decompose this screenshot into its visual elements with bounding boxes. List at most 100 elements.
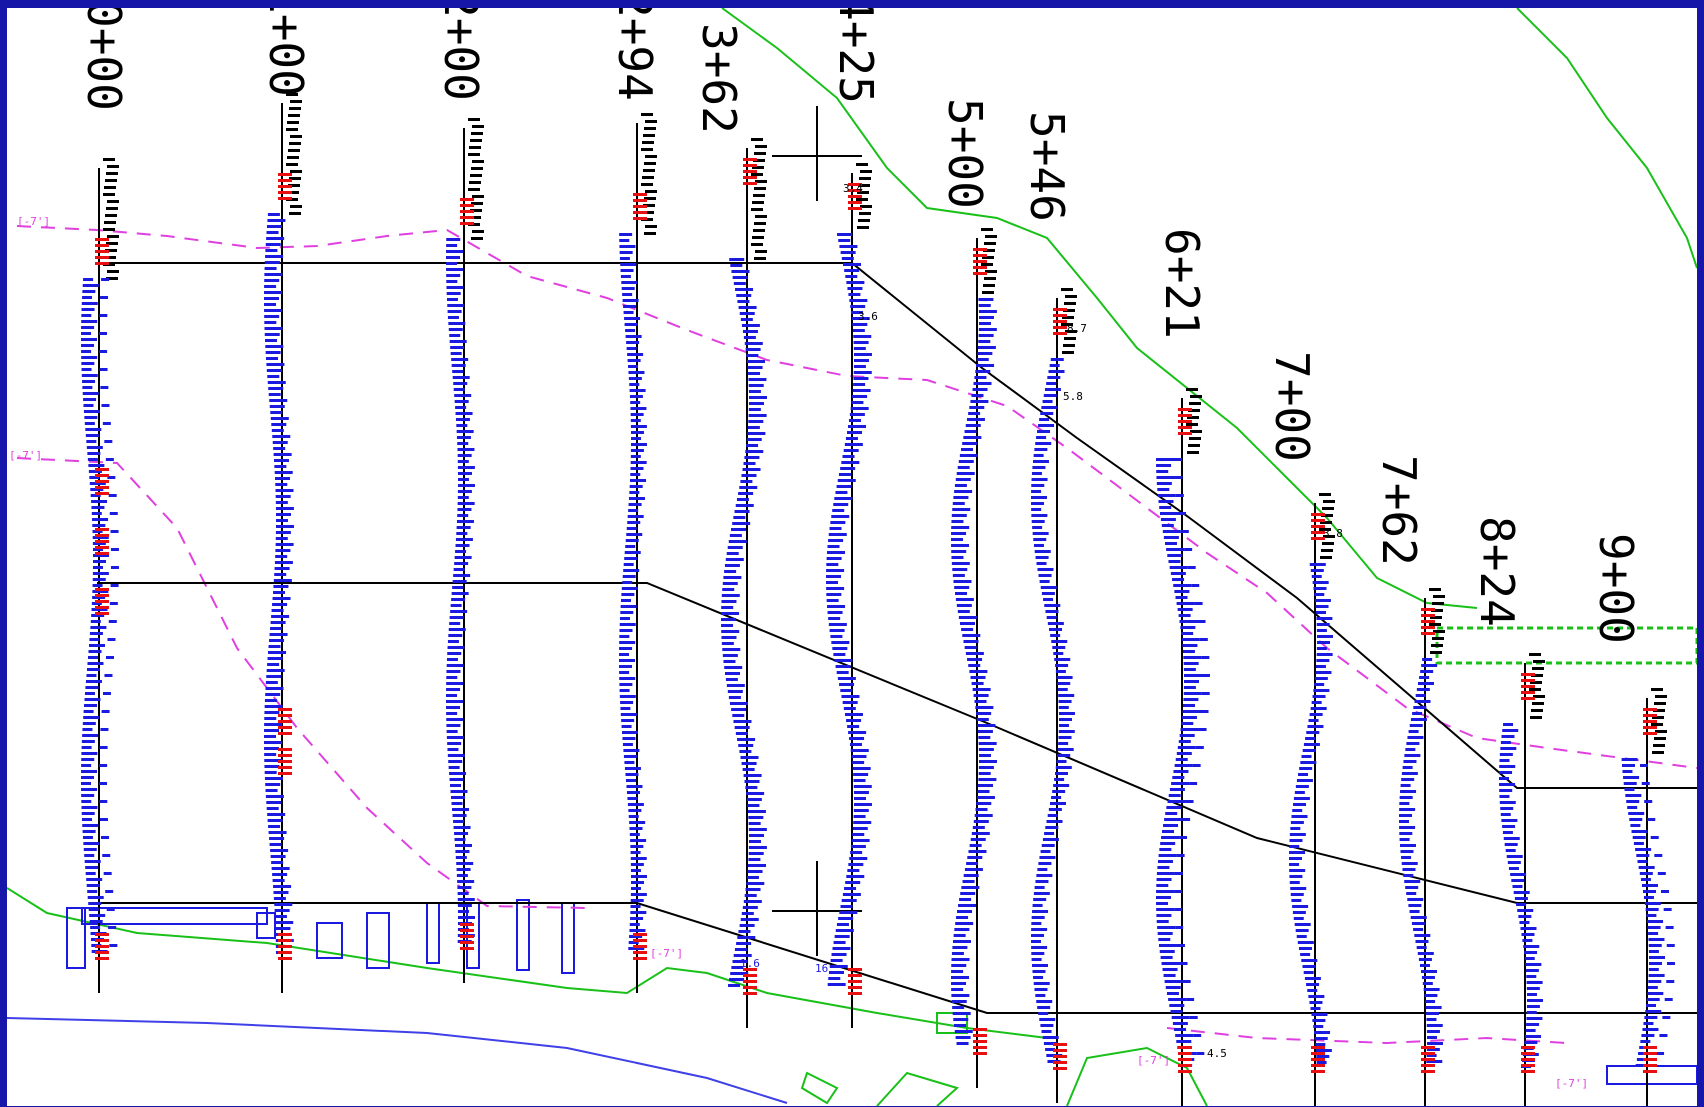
sounding-mark bbox=[1036, 436, 1047, 439]
sounding-mark bbox=[105, 458, 114, 461]
station-label: 8+24 bbox=[1470, 516, 1524, 627]
sounding-mark bbox=[1532, 702, 1544, 705]
flagged-sounding bbox=[848, 968, 862, 971]
sounding-mark bbox=[1057, 754, 1071, 757]
sounding-mark bbox=[1034, 448, 1048, 451]
structure bbox=[1606, 1065, 1697, 1085]
sounding-mark bbox=[1433, 630, 1445, 633]
sounding-mark bbox=[90, 926, 101, 929]
sounding-mark bbox=[630, 857, 647, 860]
sounding-mark bbox=[630, 905, 641, 908]
sounding-mark bbox=[1177, 608, 1193, 611]
sounding-mark bbox=[968, 664, 981, 667]
sounding-mark bbox=[86, 878, 103, 881]
sounding-mark bbox=[724, 666, 743, 669]
flagged-sounding bbox=[1643, 1070, 1657, 1073]
sounding-mark bbox=[1181, 716, 1197, 719]
sounding-mark bbox=[1301, 755, 1312, 758]
sounding-mark bbox=[105, 890, 114, 893]
sounding-mark bbox=[747, 360, 766, 363]
sounding-mark bbox=[847, 869, 860, 872]
sounding-mark bbox=[264, 291, 283, 294]
sounding-mark bbox=[446, 688, 461, 691]
sounding-mark bbox=[746, 354, 759, 357]
sounding-mark bbox=[978, 760, 997, 763]
sounding-mark bbox=[1655, 695, 1667, 698]
sounding-mark bbox=[741, 474, 757, 477]
flagged-sounding bbox=[95, 540, 109, 543]
sounding-mark bbox=[266, 231, 279, 234]
sounding-mark bbox=[1405, 886, 1419, 889]
flagged-sounding bbox=[460, 216, 474, 219]
depth-contour bbox=[16, 457, 588, 909]
sounding-mark bbox=[451, 802, 463, 805]
sounding-mark bbox=[619, 659, 636, 662]
flagged-sounding bbox=[95, 480, 109, 483]
sounding-mark bbox=[87, 896, 104, 899]
sounding-mark bbox=[1516, 903, 1527, 906]
sounding-mark bbox=[1183, 668, 1196, 671]
sounding-mark bbox=[836, 485, 852, 488]
flagged-sounding bbox=[1521, 1070, 1535, 1073]
sounding-mark bbox=[619, 629, 633, 632]
sounding-mark bbox=[1190, 395, 1202, 398]
sounding-mark bbox=[1065, 295, 1077, 298]
sounding-mark bbox=[88, 656, 99, 659]
dock-outline bbox=[81, 907, 268, 925]
sounding-mark bbox=[1058, 730, 1075, 733]
flagged-sounding bbox=[278, 748, 292, 751]
sounding-mark bbox=[1399, 820, 1410, 823]
sounding-mark bbox=[977, 730, 993, 733]
sounding-mark bbox=[746, 438, 762, 441]
sounding-mark bbox=[642, 211, 654, 214]
sounding-mark bbox=[846, 281, 865, 284]
sounding-mark bbox=[1172, 776, 1185, 779]
sounding-mark bbox=[87, 458, 98, 461]
sounding-mark bbox=[1178, 740, 1191, 743]
sounding-mark bbox=[971, 394, 984, 397]
sounding-mark bbox=[1302, 749, 1316, 752]
depth-contour-layer bbox=[16, 225, 1697, 1045]
flagged-sounding bbox=[633, 217, 647, 220]
sounding-mark bbox=[81, 800, 92, 803]
sounding-mark bbox=[958, 460, 974, 463]
sounding-mark bbox=[1170, 572, 1186, 575]
sounding-mark bbox=[1169, 1004, 1185, 1007]
sounding-mark bbox=[621, 593, 635, 596]
sounding-mark bbox=[446, 280, 458, 283]
sounding-mark bbox=[101, 710, 110, 713]
sounding-mark bbox=[730, 264, 743, 267]
sounding-mark bbox=[471, 132, 483, 135]
sounding-mark bbox=[1189, 437, 1201, 440]
sounding-mark bbox=[744, 780, 760, 783]
sounding-mark bbox=[81, 356, 98, 359]
sounding-mark bbox=[954, 1030, 973, 1033]
sounding-mark bbox=[1499, 801, 1516, 804]
sounding-mark bbox=[852, 833, 865, 836]
sounding-mark bbox=[1526, 975, 1537, 978]
sounding-mark bbox=[853, 353, 872, 356]
flagged-sounding bbox=[95, 474, 109, 477]
sounding-mark bbox=[976, 796, 995, 799]
sounding-mark bbox=[630, 413, 644, 416]
sounding-mark bbox=[1426, 1042, 1443, 1045]
flagged-sounding bbox=[1311, 1064, 1325, 1067]
sounding-mark bbox=[1183, 692, 1202, 695]
sounding-mark bbox=[266, 675, 282, 678]
sounding-mark bbox=[1499, 783, 1516, 786]
sounding-mark bbox=[1309, 713, 1323, 716]
sounding-mark bbox=[620, 611, 634, 614]
sounding-mark bbox=[1315, 665, 1326, 668]
sounding-mark bbox=[1500, 807, 1514, 810]
sounding-mark bbox=[89, 482, 106, 485]
sounding-mark bbox=[856, 198, 868, 201]
sounding-mark bbox=[1031, 952, 1045, 955]
sounding-mark bbox=[1526, 1023, 1540, 1026]
sounding-mark bbox=[850, 311, 863, 314]
flagged-sounding bbox=[1643, 726, 1657, 729]
sounding-mark bbox=[731, 270, 750, 273]
sounding-mark bbox=[976, 358, 989, 361]
sounding-mark bbox=[826, 593, 842, 596]
sounding-mark bbox=[105, 249, 117, 252]
sounding-mark bbox=[471, 167, 483, 170]
